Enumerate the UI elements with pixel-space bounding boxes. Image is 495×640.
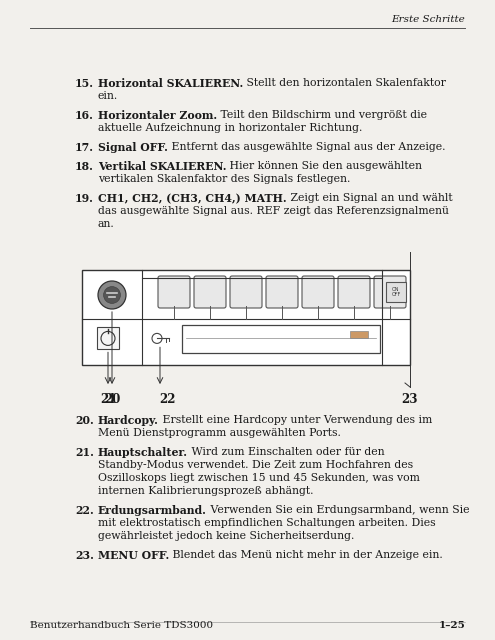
Bar — [386, 282, 406, 302]
FancyBboxPatch shape — [266, 276, 298, 308]
Text: 20.: 20. — [75, 415, 94, 426]
Text: 15.: 15. — [75, 78, 94, 89]
Text: aktuelle Aufzeichnung in horizontaler Richtung.: aktuelle Aufzeichnung in horizontaler Ri… — [98, 123, 362, 133]
Text: an.: an. — [98, 219, 115, 229]
Text: Erste Schritte: Erste Schritte — [391, 15, 465, 24]
Text: 1–25: 1–25 — [438, 621, 465, 630]
Text: Wird zum Einschalten oder für den: Wird zum Einschalten oder für den — [188, 447, 385, 457]
Text: ON
OFF: ON OFF — [392, 287, 400, 298]
Text: Stellt den horizontalen Skalenfaktor: Stellt den horizontalen Skalenfaktor — [243, 78, 446, 88]
Text: MENU OFF.: MENU OFF. — [98, 550, 169, 561]
Text: Entfernt das ausgewählte Signal aus der Anzeige.: Entfernt das ausgewählte Signal aus der … — [168, 142, 446, 152]
FancyBboxPatch shape — [230, 276, 262, 308]
Text: CH1, CH2, (CH3, CH4,) MATH.: CH1, CH2, (CH3, CH4,) MATH. — [98, 193, 287, 204]
FancyBboxPatch shape — [338, 276, 370, 308]
Text: Erstellt eine Hardcopy unter Verwendung des im: Erstellt eine Hardcopy unter Verwendung … — [159, 415, 432, 425]
Text: 19.: 19. — [75, 193, 94, 204]
Text: ein.: ein. — [98, 91, 118, 101]
Text: internen Kalibrierungsprozeß abhängt.: internen Kalibrierungsprozeß abhängt. — [98, 486, 313, 496]
Text: Standby-Modus verwendet. Die Zeit zum Hochfahren des: Standby-Modus verwendet. Die Zeit zum Ho… — [98, 460, 413, 470]
Text: Hauptschalter.: Hauptschalter. — [98, 447, 188, 458]
Text: Hardcopy.: Hardcopy. — [98, 415, 159, 426]
Text: 23: 23 — [402, 393, 418, 406]
Text: Horizontaler Zoom.: Horizontaler Zoom. — [98, 110, 217, 121]
Text: 21.: 21. — [75, 447, 94, 458]
Bar — [82, 270, 410, 365]
Circle shape — [98, 281, 126, 309]
Text: Teilt den Bildschirm und vergrößt die: Teilt den Bildschirm und vergrößt die — [217, 110, 427, 120]
Text: 18.: 18. — [75, 161, 94, 172]
Text: gewährleistet jedoch keine Sicherheitserdung.: gewährleistet jedoch keine Sicherheitser… — [98, 531, 354, 541]
Text: Hier können Sie den ausgewählten: Hier können Sie den ausgewählten — [227, 161, 423, 171]
Text: vertikalen Skalenfaktor des Signals festlegen.: vertikalen Skalenfaktor des Signals fest… — [98, 174, 350, 184]
Text: Oszilloskops liegt zwischen 15 und 45 Sekunden, was vom: Oszilloskops liegt zwischen 15 und 45 Se… — [98, 473, 420, 483]
Text: 21: 21 — [100, 393, 116, 406]
Bar — [97, 328, 119, 349]
Text: das ausgewählte Signal aus. REF zeigt das Referenzsignalmenü: das ausgewählte Signal aus. REF zeigt da… — [98, 206, 449, 216]
Text: 22: 22 — [160, 393, 176, 406]
Text: 17.: 17. — [75, 142, 94, 153]
Text: Horizontal SKALIEREN.: Horizontal SKALIEREN. — [98, 78, 243, 89]
Bar — [350, 332, 368, 339]
Text: 22.: 22. — [75, 505, 94, 516]
FancyBboxPatch shape — [194, 276, 226, 308]
FancyBboxPatch shape — [302, 276, 334, 308]
Text: Blendet das Menü nicht mehr in der Anzeige ein.: Blendet das Menü nicht mehr in der Anzei… — [169, 550, 443, 560]
FancyBboxPatch shape — [374, 276, 406, 308]
Bar — [182, 325, 380, 353]
Text: Benutzerhandbuch Serie TDS3000: Benutzerhandbuch Serie TDS3000 — [30, 621, 213, 630]
Text: mit elektrostatisch empfindlichen Schaltungen arbeiten. Dies: mit elektrostatisch empfindlichen Schalt… — [98, 518, 436, 528]
Text: Zeigt ein Signal an und wählt: Zeigt ein Signal an und wählt — [287, 193, 452, 203]
Text: Verwenden Sie ein Erdungsarmband, wenn Sie: Verwenden Sie ein Erdungsarmband, wenn S… — [207, 505, 469, 515]
Text: Erdungsarmband.: Erdungsarmband. — [98, 505, 207, 516]
FancyBboxPatch shape — [158, 276, 190, 308]
Text: 20: 20 — [104, 393, 120, 406]
Text: Menü Dienstprogramm ausgewählten Ports.: Menü Dienstprogramm ausgewählten Ports. — [98, 428, 341, 438]
Text: Signal OFF.: Signal OFF. — [98, 142, 168, 153]
Text: 23.: 23. — [75, 550, 94, 561]
Text: Vertikal SKALIEREN.: Vertikal SKALIEREN. — [98, 161, 227, 172]
Text: 16.: 16. — [75, 110, 94, 121]
Circle shape — [103, 287, 120, 303]
